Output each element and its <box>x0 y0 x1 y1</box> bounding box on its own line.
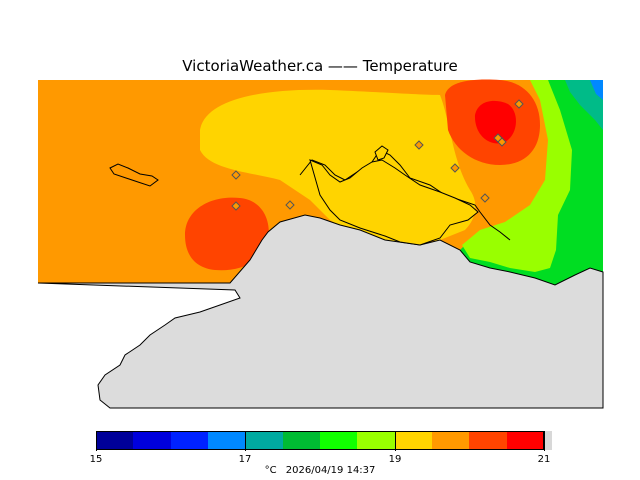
legend-swatch <box>170 431 209 450</box>
land-south <box>37 214 604 409</box>
legend-swatch <box>282 431 321 450</box>
map-title: VictoriaWeather.ca —— Temperature <box>182 57 458 75</box>
coastline-inlet <box>299 149 511 241</box>
color-legend <box>96 431 552 451</box>
tick-label-15: 15 <box>89 454 103 465</box>
timestamp: 2026/04/19 14:37 <box>285 465 376 476</box>
legend-swatch <box>432 431 470 450</box>
diamond-icon <box>514 99 524 109</box>
temperature-zone-red-east <box>474 100 516 144</box>
island-west <box>109 163 159 187</box>
legend-swatch <box>133 431 172 450</box>
legend-swatch <box>506 431 545 450</box>
map-caption: °C 2026/04/19 14:37 <box>0 465 640 476</box>
legend-tick <box>96 431 97 451</box>
diamond-icon <box>414 140 424 150</box>
unit-label: °C <box>264 465 277 476</box>
legend-swatch <box>96 431 134 450</box>
legend-swatch <box>320 431 358 450</box>
diamond-icon <box>231 201 241 211</box>
legend-tick <box>394 431 396 451</box>
land-peninsula <box>309 159 479 246</box>
diamond-icon <box>450 163 460 173</box>
tick-label-19: 19 <box>388 454 402 465</box>
island-small <box>374 145 389 161</box>
legend-trailing-swatch <box>544 431 552 450</box>
temperature-zone-blue <box>590 80 603 100</box>
diamond-icon <box>285 200 295 210</box>
legend-swatch <box>208 431 246 450</box>
legend-swatch <box>357 431 396 450</box>
temperature-zone-lime <box>462 80 572 272</box>
legend-swatch <box>394 431 433 450</box>
tick-label-17: 17 <box>238 454 252 465</box>
legend-tick <box>544 431 545 451</box>
diamond-icon <box>497 137 507 147</box>
diamond-icon <box>480 193 490 203</box>
temperature-zone-teal <box>565 80 603 130</box>
legend-swatch <box>469 431 508 450</box>
tick-label-21: 21 <box>537 454 551 465</box>
legend-swatch <box>245 431 284 450</box>
station-markers <box>231 99 524 211</box>
legend-tick <box>245 431 247 451</box>
temperature-zone-orange-red-west <box>185 197 269 271</box>
diamond-icon <box>231 170 241 180</box>
